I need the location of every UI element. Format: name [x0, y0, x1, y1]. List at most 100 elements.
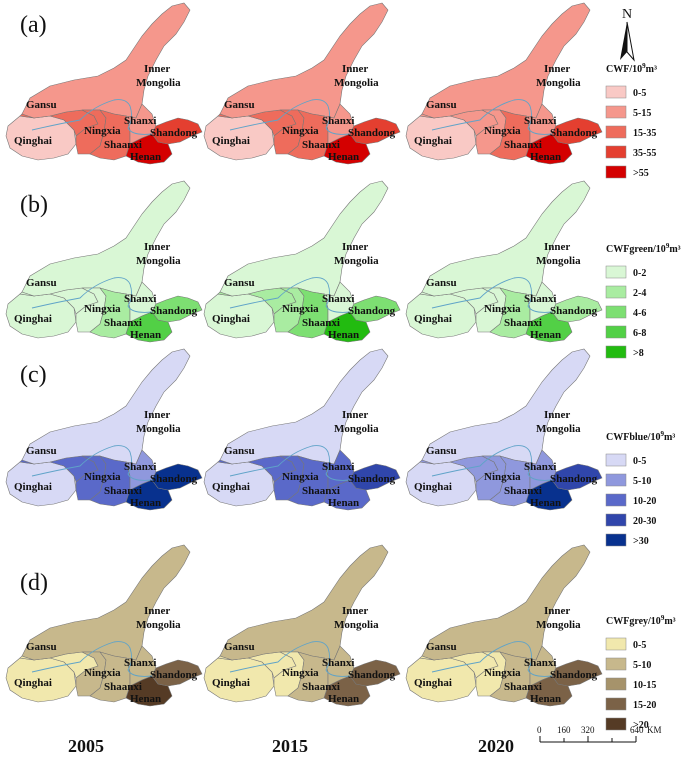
province-label-shaanxi: Shaanxi: [504, 681, 542, 693]
province-label-inner-line2: Mongolia: [334, 619, 379, 631]
legend-swatch: [605, 165, 627, 179]
river-line: [229, 99, 351, 135]
map-a-2020: InnerMongoliaGansuQinghaiNingxiaShanxiSh…: [405, 2, 603, 165]
province-label-qinghai: Qinghai: [414, 677, 452, 689]
river-line: [229, 445, 351, 481]
province-label-ningxia: Ningxia: [282, 667, 319, 679]
province-label-shanxi: Shanxi: [124, 293, 156, 305]
river-line: [229, 277, 351, 313]
province-label-shandong: Shandong: [150, 127, 198, 139]
map-c-2005: InnerMongoliaGansuQinghaiNingxiaShanxiSh…: [5, 348, 203, 511]
province-label-ningxia: Ningxia: [282, 125, 319, 137]
province-label-henan: Henan: [328, 497, 359, 509]
province-label-qinghai: Qinghai: [414, 135, 452, 147]
scale-tick-320: 320: [581, 725, 595, 735]
legend-swatch: [605, 285, 627, 299]
province-label-inner-line2: Mongolia: [136, 619, 181, 631]
province-label-shanxi: Shanxi: [524, 115, 556, 127]
legend-item-label: 0-5: [633, 640, 646, 651]
province-label-inner-line1: Inner: [342, 241, 368, 253]
province-label-ningxia: Ningxia: [84, 125, 121, 137]
province-label-henan: Henan: [530, 693, 561, 705]
province-label-shaanxi: Shaanxi: [302, 317, 340, 329]
river-line: [31, 445, 153, 481]
legend-item-label: 6-8: [633, 328, 646, 339]
legend-swatch: [605, 265, 627, 279]
province-label-gansu: Gansu: [26, 641, 57, 653]
province-label-gansu: Gansu: [224, 99, 255, 111]
province-label-ningxia: Ningxia: [484, 471, 521, 483]
panel-label-a: (a): [20, 12, 47, 38]
province-label-ningxia: Ningxia: [484, 303, 521, 315]
province-label-henan: Henan: [130, 693, 161, 705]
province-label-shanxi: Shanxi: [124, 461, 156, 473]
legend-item-label: 2-4: [633, 288, 646, 299]
legend-b: CWFgreen/109m³ 0-2 2-4 4-6 6-8 >8: [605, 242, 681, 359]
province-label-inner-line1: Inner: [144, 63, 170, 75]
province-label-henan: Henan: [328, 329, 359, 341]
province-label-shaanxi: Shaanxi: [104, 681, 142, 693]
province-label-inner-line2: Mongolia: [334, 255, 379, 267]
legend-item-label: 5-15: [633, 108, 651, 119]
province-label-gansu: Gansu: [224, 641, 255, 653]
province-label-qinghai: Qinghai: [414, 481, 452, 493]
province-label-inner-line2: Mongolia: [136, 423, 181, 435]
province-label-qinghai: Qinghai: [14, 677, 52, 689]
province-label-qinghai: Qinghai: [14, 313, 52, 325]
river-line: [31, 277, 153, 313]
legend-item-label: >20: [633, 720, 649, 731]
province-label-inner-line1: Inner: [544, 605, 570, 617]
legend-item-label: 15-35: [633, 128, 656, 139]
river-line: [31, 641, 153, 677]
river-line: [431, 277, 553, 313]
province-label-inner-line2: Mongolia: [536, 77, 581, 89]
legend-item-label: 10-20: [633, 496, 656, 507]
province-label-qinghai: Qinghai: [212, 677, 250, 689]
province-label-shaanxi: Shaanxi: [104, 317, 142, 329]
province-label-ningxia: Ningxia: [84, 667, 121, 679]
legend-swatch: [605, 453, 627, 467]
province-label-shanxi: Shanxi: [322, 293, 354, 305]
province-label-shandong: Shandong: [150, 473, 198, 485]
province-label-inner-line2: Mongolia: [536, 255, 581, 267]
province-label-henan: Henan: [130, 497, 161, 509]
province-label-ningxia: Ningxia: [84, 303, 121, 315]
legend-swatch: [605, 305, 627, 319]
province-label-shandong: Shandong: [150, 305, 198, 317]
legend-swatch: [605, 145, 627, 159]
province-label-qinghai: Qinghai: [212, 135, 250, 147]
legend-item-label: 5-10: [633, 476, 651, 487]
legend-title: CWFgrey/109m³: [606, 614, 676, 627]
province-label-shaanxi: Shaanxi: [504, 139, 542, 151]
province-label-shaanxi: Shaanxi: [104, 485, 142, 497]
province-label-inner-line2: Mongolia: [536, 423, 581, 435]
province-label-inner-line2: Mongolia: [334, 77, 379, 89]
river-line: [431, 445, 553, 481]
province-label-gansu: Gansu: [224, 445, 255, 457]
province-label-henan: Henan: [130, 329, 161, 341]
north-arrow-icon: N: [620, 7, 635, 62]
panel-label-d: (d): [20, 570, 48, 596]
province-label-ningxia: Ningxia: [282, 471, 319, 483]
province-label-henan: Henan: [530, 329, 561, 341]
province-label-henan: Henan: [530, 497, 561, 509]
river-line: [31, 99, 153, 135]
province-label-shandong: Shandong: [550, 473, 598, 485]
province-label-shandong: Shandong: [550, 127, 598, 139]
legend-item-label: 10-15: [633, 680, 656, 691]
scale-bar: 0 160 320 640 KM: [537, 725, 662, 743]
scale-unit: KM: [647, 725, 662, 735]
river-line: [431, 99, 553, 135]
province-label-shanxi: Shanxi: [322, 115, 354, 127]
province-label-inner-line1: Inner: [144, 241, 170, 253]
province-label-inner-line1: Inner: [544, 63, 570, 75]
legend-item-label: 0-5: [633, 88, 646, 99]
legend-swatch: [605, 105, 627, 119]
legend-item-label: >30: [633, 536, 649, 547]
legends-layer: CWF/109m³ 0-5 5-15 15-35 35-55 >55 CWFgreen/10…: [605, 62, 681, 731]
map-c-2020: InnerMongoliaGansuQinghaiNingxiaShanxiSh…: [405, 348, 603, 511]
province-label-shanxi: Shanxi: [124, 115, 156, 127]
map-c-2015: InnerMongoliaGansuQinghaiNingxiaShanxiSh…: [203, 348, 401, 511]
legend-item-label: 5-10: [633, 660, 651, 671]
map-d-2015: InnerMongoliaGansuQinghaiNingxiaShanxiSh…: [203, 544, 401, 707]
